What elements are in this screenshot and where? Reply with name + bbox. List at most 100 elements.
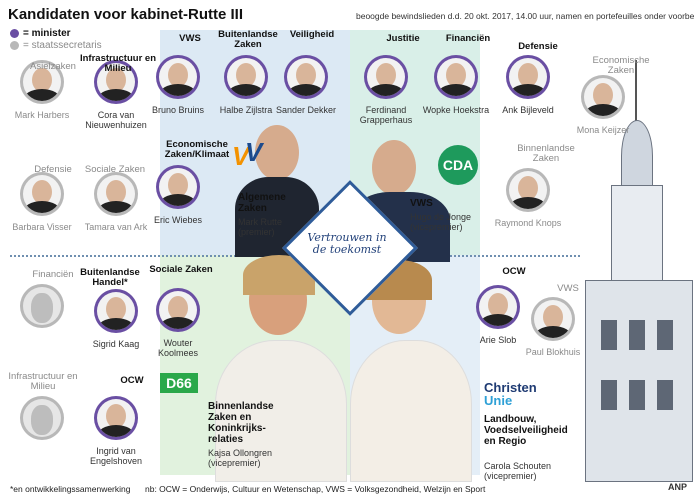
portrait-head (376, 63, 396, 87)
person-name: Ferdinand Grapperhaus (359, 105, 413, 125)
portfolio-label: Economische Zaken/Klimaat (164, 139, 230, 160)
cda-logo: CDA (438, 145, 478, 185)
portfolio-label: VWS (179, 33, 201, 44)
portfolio-label: Financiën (445, 33, 491, 44)
portrait-image (23, 399, 61, 437)
placeholder-silhouette (31, 405, 53, 435)
portfolio-label: Sociale Zaken (149, 264, 213, 275)
person-name: Bruno Bruins (151, 105, 205, 115)
portfolio-label: Binnenlandse Zaken (517, 143, 575, 164)
portrait-image (23, 63, 61, 101)
portfolio-label: OCW (502, 266, 526, 277)
person-name: Barbara Visser (12, 222, 72, 232)
person-name: Sander Dekker (275, 105, 337, 115)
portrait-image (159, 291, 197, 329)
portrait-body (584, 104, 622, 116)
vvd-logo: V V (232, 137, 263, 171)
person-name: Ingrid van Engelshoven (89, 446, 143, 466)
footnote-abbrev: nb: OCW = Onderwijs, Cultuur en Wetensch… (145, 484, 486, 494)
portfolio-label: Economische Zaken (592, 55, 650, 76)
person-name: Halbe Zijlstra (219, 105, 273, 115)
emblem-text: Vertrouwen in de toekomst (307, 231, 387, 256)
portrait (284, 55, 328, 99)
portrait-body (437, 84, 475, 96)
portrait-body (479, 314, 517, 326)
portrait-image (437, 58, 475, 96)
portfolio-label: Defensie (34, 164, 72, 175)
portrait-body (287, 84, 325, 96)
portrait-head (32, 180, 52, 204)
person-name: Paul Blokhuis (525, 347, 581, 357)
portrait-head (32, 68, 52, 92)
portrait (506, 55, 550, 99)
center-person-name: Mark Rutte (premier) (238, 217, 283, 237)
portrait (94, 396, 138, 440)
portrait (94, 60, 138, 104)
center-person-name: Kajsa Ollongren (vicepremier) (208, 448, 273, 468)
portrait (20, 60, 64, 104)
portrait-image (159, 168, 197, 206)
portrait-body (509, 197, 547, 209)
portrait (20, 396, 64, 440)
anp-credit: ANP (668, 482, 688, 492)
portrait (476, 285, 520, 329)
portrait-head (518, 176, 538, 200)
portrait-body (509, 84, 547, 96)
portrait (434, 55, 478, 99)
cda-logo-text: CDA (442, 157, 474, 173)
placeholder-silhouette (31, 293, 53, 323)
portrait-image (287, 58, 325, 96)
header-subtitle: beoogde bewindslieden d.d. 20 okt. 2017,… (356, 11, 694, 21)
portrait-head (168, 63, 188, 87)
portfolio-label: Financiën (32, 269, 74, 280)
portfolio-label: Infrastructuur en Milieu (8, 371, 78, 392)
center-person-name: Carola Schouten (vicepremier) (484, 461, 552, 481)
page-title: Kandidaten voor kabinet-Rutte III (8, 6, 244, 23)
person-name: Eric Wiebes (153, 215, 202, 225)
center-person-name: Hugo de Jonge (vicepremier) (410, 212, 472, 232)
portrait (94, 289, 138, 333)
portfolio-label: Defensie (518, 41, 558, 52)
portrait-image (509, 58, 547, 96)
portrait-image (227, 58, 265, 96)
portrait (506, 168, 550, 212)
portrait-body (227, 84, 265, 96)
portrait-head (106, 404, 126, 428)
center-role-label: Binnenlandse Zaken en Koninkrijks-relati… (208, 401, 274, 445)
person-name: Wouter Koolmees (157, 338, 199, 358)
portrait (20, 172, 64, 216)
center-portrait-rutte (225, 115, 325, 257)
portrait-body (534, 326, 572, 338)
legend-minister: = minister (23, 28, 71, 39)
portfolio-label: Veiligheid (289, 29, 335, 40)
portrait-head (106, 297, 126, 321)
portrait-image (367, 58, 405, 96)
portfolio-label: Justitie (386, 33, 420, 44)
legend-secretary: = staatssecretaris (23, 40, 102, 51)
portrait-image (534, 300, 572, 338)
portrait-head (106, 180, 126, 204)
portrait-body (23, 89, 61, 101)
portfolio-label: VWS (557, 283, 579, 294)
portrait (224, 55, 268, 99)
secretary-legend-dot (10, 41, 19, 50)
d66-logo: D66 (160, 373, 198, 393)
portrait-head (168, 173, 188, 197)
d66-logo-text: D66 (166, 375, 192, 391)
portrait-head (593, 83, 613, 107)
portfolio-label: Infrastructuur en Milieu (79, 53, 156, 74)
portrait (531, 297, 575, 341)
person-name: Ank Bijleveld (502, 105, 554, 115)
portrait-image (23, 287, 61, 325)
portrait-body (159, 84, 197, 96)
footnote-ontwikkeling: *en ontwikkelingssamenwerking (10, 484, 131, 494)
center-portrait-ollongren (215, 255, 347, 482)
portrait-head (106, 68, 126, 92)
person-name: Arie Slob (479, 335, 517, 345)
minister-legend-dot (10, 29, 19, 38)
christenunie-logo: Christen Unie (484, 381, 537, 407)
portrait-body (159, 194, 197, 206)
portrait-head (543, 305, 563, 329)
person-name: Mona Keijzer (576, 125, 630, 135)
